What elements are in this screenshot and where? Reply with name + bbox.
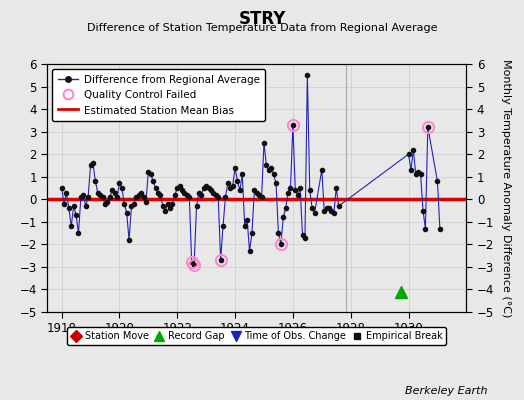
Legend: Difference from Regional Average, Quality Control Failed, Estimated Station Mean: Difference from Regional Average, Qualit… (52, 69, 265, 121)
Y-axis label: Monthly Temperature Anomaly Difference (°C): Monthly Temperature Anomaly Difference (… (501, 59, 511, 317)
Text: Berkeley Earth: Berkeley Earth (405, 386, 487, 396)
Legend: Station Move, Record Gap, Time of Obs. Change, Empirical Break: Station Move, Record Gap, Time of Obs. C… (67, 327, 446, 345)
Text: Difference of Station Temperature Data from Regional Average: Difference of Station Temperature Data f… (87, 23, 437, 33)
Text: STRY: STRY (238, 10, 286, 28)
